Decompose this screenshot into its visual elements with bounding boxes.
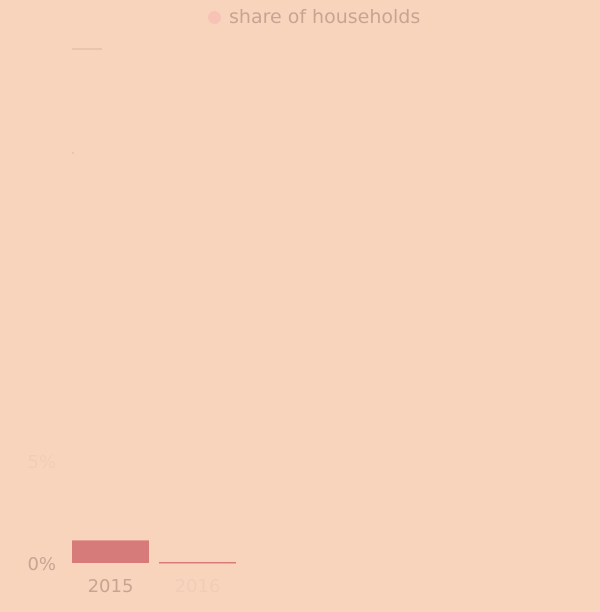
y-tick-label: 0% [27, 554, 56, 575]
bar-2016[interactable] [159, 561, 236, 564]
bar-2015[interactable] [72, 540, 149, 563]
legend-swatch [208, 10, 221, 24]
x-axis-ticks: 2015 2016 [88, 576, 221, 597]
y-tick-label: 5% [27, 452, 56, 473]
x-tick-label: 2016 [175, 576, 221, 597]
y-axis-ticks: 0% 5% [27, 452, 56, 575]
bars-group [72, 540, 236, 564]
legend[interactable]: share of households [208, 6, 420, 28]
x-tick-label: 2015 [88, 576, 134, 597]
legend-label: share of households [229, 6, 421, 28]
